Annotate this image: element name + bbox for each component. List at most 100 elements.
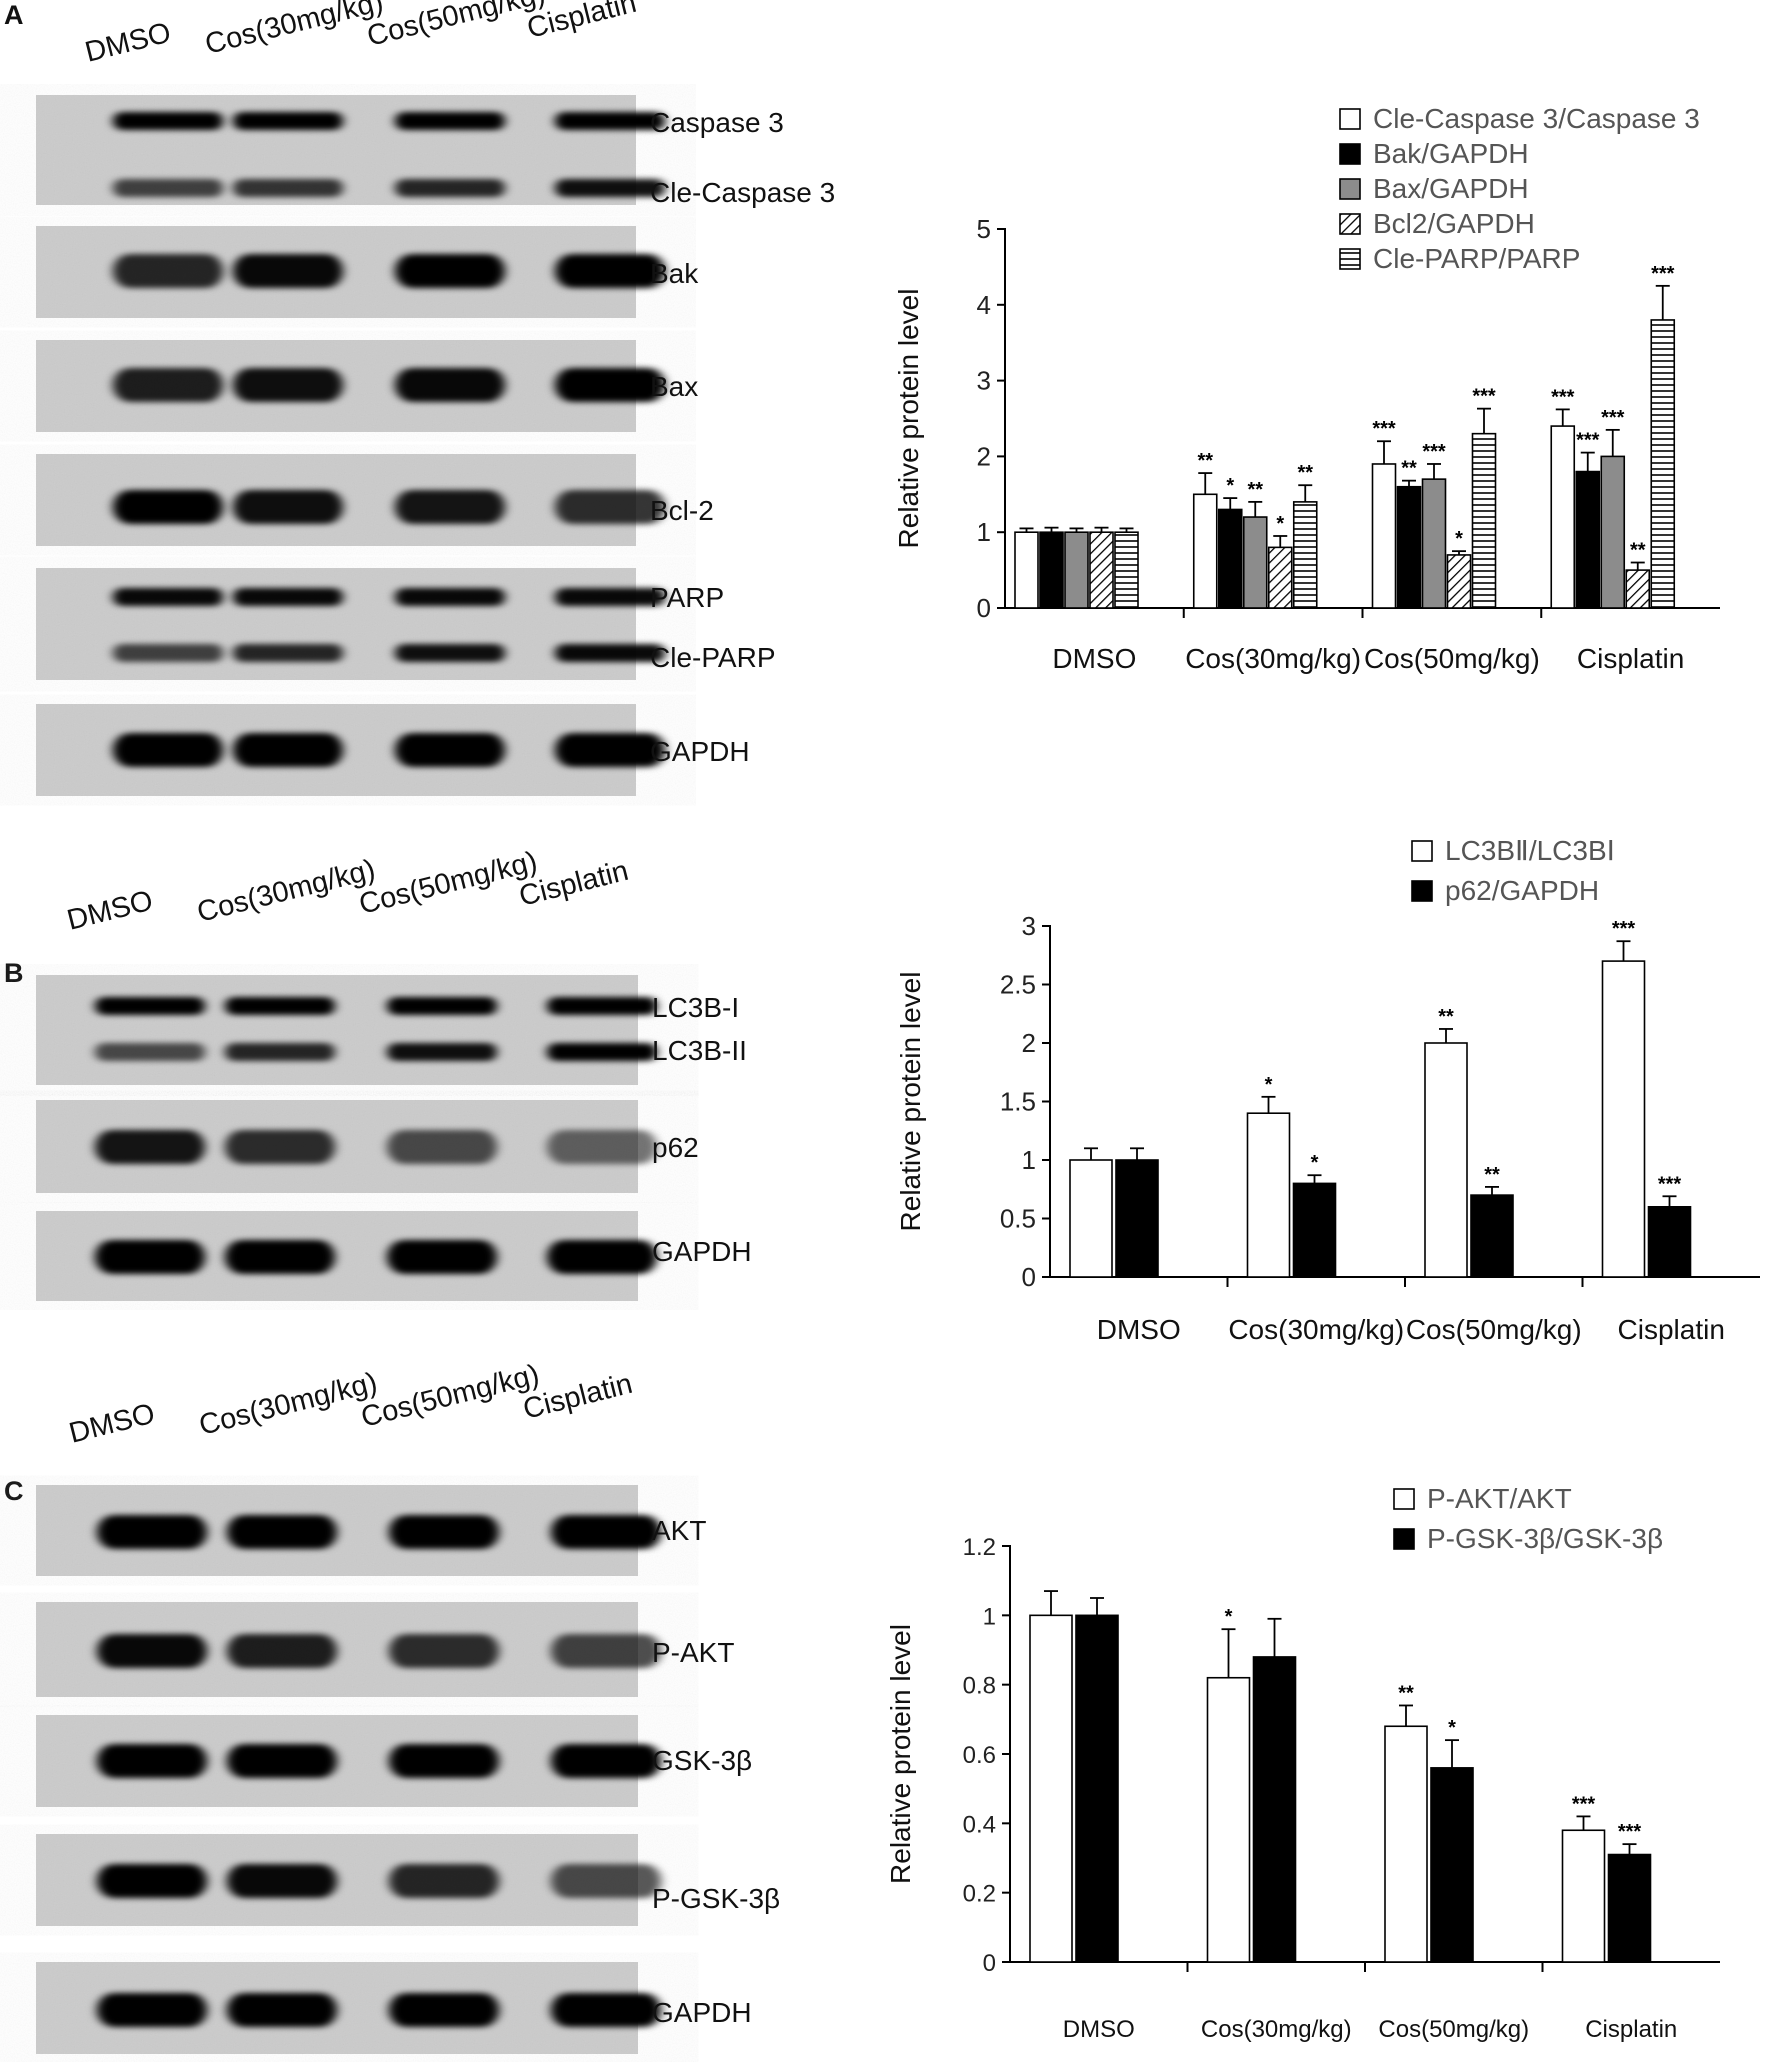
y-tick-label: 1 bbox=[1022, 1145, 1036, 1175]
y-tick-label: 2 bbox=[977, 441, 991, 471]
blot-band bbox=[395, 644, 505, 662]
significance-marker: *** bbox=[1576, 430, 1600, 452]
significance-marker: ** bbox=[1438, 1006, 1454, 1028]
legend-label: LC3BⅡ/LC3BⅠ bbox=[1445, 835, 1615, 866]
panel-letter-b: B bbox=[4, 958, 24, 988]
y-axis-label: Relative protein level bbox=[893, 289, 924, 549]
bar bbox=[1089, 531, 1114, 609]
bar bbox=[1029, 1614, 1073, 1963]
blot-band bbox=[389, 1993, 499, 2027]
x-category-label: Cos(30mg/kg) bbox=[1228, 1314, 1404, 1345]
blot-band bbox=[551, 1634, 661, 1668]
y-tick-label: 2 bbox=[1022, 1028, 1036, 1058]
blot-band bbox=[555, 490, 665, 524]
blot-band bbox=[387, 997, 497, 1015]
legend-swatch bbox=[1339, 178, 1361, 200]
blot-band bbox=[113, 490, 223, 524]
significance-marker: ** bbox=[1630, 540, 1646, 562]
blot-band bbox=[395, 179, 505, 197]
legend-label: Cle-PARP/PARP bbox=[1373, 243, 1580, 274]
y-tick-label: 0.4 bbox=[963, 1811, 996, 1838]
bar bbox=[1600, 455, 1626, 609]
significance-marker: * bbox=[1226, 475, 1234, 497]
blot-band bbox=[555, 588, 665, 606]
bar bbox=[1292, 501, 1318, 609]
x-category-label: DMSO bbox=[1063, 2016, 1135, 2043]
blot-strip: Bax bbox=[36, 340, 698, 432]
blot-band bbox=[555, 254, 665, 288]
bar bbox=[1371, 463, 1397, 609]
bar bbox=[1446, 554, 1472, 609]
blot-band bbox=[389, 1864, 499, 1898]
blot-panel-b: DMSO Cos(30mg/kg)Cos(50mg/kg)CisplatinLC3… bbox=[36, 846, 752, 1301]
bar bbox=[1625, 569, 1651, 609]
significance-marker: *** bbox=[1612, 918, 1636, 940]
bar bbox=[1292, 1182, 1337, 1278]
bar bbox=[1471, 432, 1497, 609]
blot-band bbox=[555, 733, 665, 767]
legend-swatch bbox=[1411, 840, 1433, 862]
blot-band bbox=[113, 644, 223, 662]
blot-band bbox=[233, 112, 343, 130]
blot-band bbox=[387, 1043, 497, 1061]
panel-letter-c: C bbox=[4, 1476, 24, 1506]
significance-marker: ** bbox=[1197, 450, 1213, 472]
bar bbox=[1470, 1194, 1514, 1278]
blot-band bbox=[395, 254, 505, 288]
significance-marker: * bbox=[1448, 1717, 1456, 1739]
significance-marker: *** bbox=[1601, 407, 1625, 429]
bar bbox=[1217, 508, 1243, 609]
blot-band bbox=[97, 1993, 207, 2027]
blot-band bbox=[95, 1130, 205, 1164]
blot-band bbox=[225, 997, 335, 1015]
bar bbox=[1607, 1853, 1652, 1963]
bar bbox=[1421, 478, 1447, 609]
blot-band bbox=[555, 179, 665, 197]
blot-band bbox=[233, 644, 343, 662]
x-category-label: Cos(50mg/kg) bbox=[1378, 2016, 1529, 2043]
blot-band bbox=[113, 368, 223, 402]
protein-label: GAPDH bbox=[650, 736, 750, 767]
panel-letter-a: A bbox=[4, 0, 24, 30]
blot-band bbox=[551, 1515, 661, 1549]
blot-band bbox=[395, 112, 505, 130]
blot-band bbox=[395, 490, 505, 524]
blot-band bbox=[227, 1993, 337, 2027]
blot-band bbox=[97, 1634, 207, 1668]
bar bbox=[1014, 531, 1039, 609]
significance-marker: *** bbox=[1372, 418, 1396, 440]
y-tick-label: 5 bbox=[977, 214, 991, 244]
significance-marker: ** bbox=[1247, 479, 1263, 501]
legend-swatch bbox=[1411, 880, 1433, 902]
bar bbox=[1206, 1676, 1251, 1963]
blot-band bbox=[233, 368, 343, 402]
blot-strip: GAPDH bbox=[36, 1962, 752, 2054]
blot-band bbox=[113, 179, 223, 197]
blot-band bbox=[389, 1744, 499, 1778]
x-category-label: Cos(30mg/kg) bbox=[1185, 643, 1361, 674]
bar bbox=[1550, 425, 1576, 609]
blot-band bbox=[555, 112, 665, 130]
legend-label: P-GSK-3β/GSK-3β bbox=[1427, 1523, 1663, 1554]
bar-chart-b: 0 0.5 1 1.5 2 2.5 3 Relative protein level DMSO C… bbox=[895, 835, 1760, 1345]
significance-marker: *** bbox=[1572, 1793, 1596, 1815]
bar bbox=[1192, 493, 1218, 609]
bar-chart-c: 0 0.2 0.4 0.6 0.8 1 1.2 Relative protein level D… bbox=[885, 1483, 1720, 2043]
protein-label: PARP bbox=[650, 582, 724, 613]
protein-label: GAPDH bbox=[652, 1236, 752, 1267]
y-tick-label: 3 bbox=[977, 366, 991, 396]
protein-label: P-GSK-3β bbox=[652, 1883, 780, 1914]
legend-swatch bbox=[1339, 248, 1361, 270]
protein-label: Caspase 3 bbox=[650, 107, 784, 138]
blot-band bbox=[113, 254, 223, 288]
significance-marker: * bbox=[1311, 1152, 1319, 1174]
legend-swatch bbox=[1393, 1488, 1415, 1510]
blot-band bbox=[233, 490, 343, 524]
blot-band bbox=[389, 1515, 499, 1549]
legend-label: p62/GAPDH bbox=[1445, 875, 1599, 906]
blot-strip: LC3B-I LC3B-II bbox=[36, 975, 747, 1085]
protein-label: LC3B-I bbox=[652, 992, 739, 1023]
protein-label: GSK-3β bbox=[652, 1745, 752, 1776]
legend-label: P-AKT/AKT bbox=[1427, 1483, 1572, 1514]
